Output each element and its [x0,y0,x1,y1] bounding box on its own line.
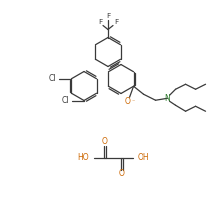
Text: ⁻: ⁻ [132,101,135,106]
Text: F: F [106,13,110,19]
Text: OH: OH [138,153,150,163]
Text: O: O [102,138,108,146]
Text: N: N [165,94,170,103]
Text: F: F [114,20,118,25]
Text: O: O [119,170,125,179]
Text: F: F [98,20,102,25]
Text: Cl: Cl [62,96,69,105]
Text: Cl: Cl [49,74,56,83]
Text: O: O [125,97,130,106]
Text: HO: HO [77,153,89,163]
